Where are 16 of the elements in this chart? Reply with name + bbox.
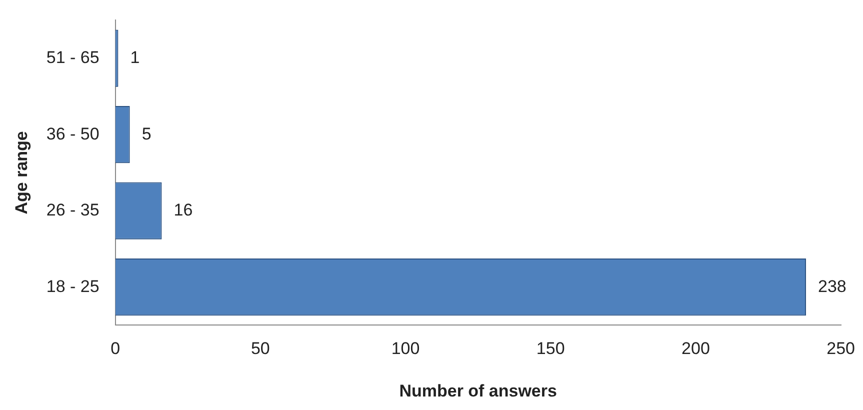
data-label: 1 [130,48,140,68]
y-tick-label: 18 - 25 [46,276,100,296]
x-tick-label: 50 [250,339,270,358]
x-tick-label: 150 [536,339,565,358]
y-tick-label: 51 - 65 [46,48,100,68]
x-tick-label: 100 [391,339,420,358]
x-tick-label: 200 [682,339,710,358]
x-axis-title: Number of answers [399,381,557,400]
y-axis-title: Age range [12,131,31,214]
x-tick-label: 250 [826,339,856,358]
data-label: 5 [142,124,152,144]
data-label: 238 [818,276,846,296]
x-tick-label: 0 [110,339,120,358]
y-tick-label: 26 - 35 [46,200,100,220]
y-tick-label: 36 - 50 [46,124,100,144]
data-label: 16 [174,200,193,220]
